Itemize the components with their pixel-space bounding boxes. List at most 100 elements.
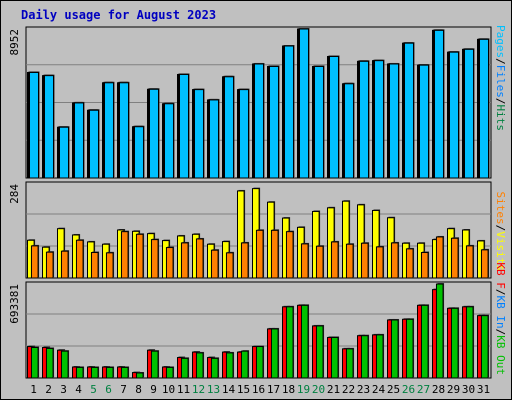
bar-kbout-day-25 (390, 319, 399, 379)
x-tick-label-day-12: 12 (192, 383, 205, 396)
legend-sep: / (494, 289, 507, 296)
bar-kbout-day-6 (105, 366, 114, 379)
x-tick-label-day-23: 23 (357, 383, 370, 396)
x-tick-label-day-21: 21 (327, 383, 340, 396)
bar-sites-day-11 (180, 242, 189, 279)
legend-sep: / (494, 58, 507, 65)
x-tick-label-day-9: 9 (150, 383, 157, 396)
bar-sites-day-10 (165, 247, 174, 279)
bar-sites-day-17 (270, 229, 279, 279)
x-tick-label-day-6: 6 (105, 383, 112, 396)
bar-pages-day-19 (299, 28, 309, 179)
x-tick-label-day-24: 24 (372, 383, 386, 396)
bar-sites-day-18 (285, 231, 294, 279)
x-tick-label-day-22: 22 (342, 383, 355, 396)
bar-sites-day-31 (480, 249, 489, 279)
bar-pages-day-30 (464, 48, 474, 179)
bar-kbout-day-1 (30, 346, 39, 379)
bar-kbout-day-17 (270, 328, 279, 379)
bar-visits-day-15 (237, 190, 245, 279)
x-tick-label-day-15: 15 (237, 383, 250, 396)
legend-hits: Hits (494, 105, 507, 132)
x-tick-label-day-19: 19 (297, 383, 310, 396)
x-tick-label-day-28: 28 (432, 383, 445, 396)
bar-pages-day-24 (374, 60, 384, 179)
bar-kbout-day-13 (210, 357, 219, 379)
legend-kbout: KB Out (494, 335, 507, 375)
x-tick-label-day-11: 11 (177, 383, 190, 396)
bar-sites-day-15 (240, 242, 249, 279)
bar-pages-day-23 (359, 60, 369, 179)
bar-sites-day-14 (225, 252, 234, 279)
bar-sites-day-7 (120, 231, 129, 279)
legend-kbytes-panel: KB F/KB In/KB Out (494, 262, 507, 375)
bar-sites-day-4 (75, 239, 84, 279)
bar-pages-day-2 (44, 75, 54, 179)
bar-sites-day-28 (435, 236, 444, 279)
bar-pages-day-12 (194, 89, 204, 179)
bar-kbout-day-12 (195, 352, 204, 379)
bar-sites-day-2 (45, 251, 54, 279)
bar-pages-day-11 (179, 73, 189, 179)
y-max-label-visits-panel: 284 (8, 184, 21, 204)
x-tick-label-day-29: 29 (447, 383, 460, 396)
bar-kbout-day-14 (225, 352, 234, 379)
x-tick-label-day-4: 4 (75, 383, 82, 396)
legend-files: Files (494, 65, 507, 98)
bar-sites-day-16 (255, 229, 264, 279)
legend-sep: / (494, 225, 507, 232)
legend-visits: Visits (494, 231, 507, 271)
bar-sites-day-13 (210, 249, 219, 279)
bar-kbout-day-19 (300, 304, 309, 379)
bar-pages-day-28 (434, 29, 444, 179)
bar-kbout-day-21 (330, 336, 339, 379)
bar-pages-day-22 (344, 83, 354, 179)
bar-sites-day-29 (450, 237, 459, 279)
bar-sites-day-21 (330, 241, 339, 279)
bar-sites-day-30 (465, 245, 474, 279)
bar-pages-day-31 (479, 38, 489, 179)
bar-pages-day-7 (119, 82, 129, 179)
bar-pages-day-9 (149, 88, 159, 179)
bar-pages-day-29 (449, 51, 459, 179)
bar-kbout-day-27 (420, 304, 429, 379)
bar-sites-day-25 (390, 242, 399, 279)
bar-kbout-day-11 (180, 357, 189, 379)
bar-visits-day-20 (312, 210, 320, 279)
bar-kbout-day-10 (165, 366, 174, 379)
legend-sep: / (494, 329, 507, 336)
bar-pages-day-18 (284, 45, 294, 179)
bar-pages-day-6 (104, 82, 114, 179)
legend-pages: Pages (494, 25, 507, 58)
bar-pages-day-13 (209, 99, 219, 179)
bar-kbout-day-2 (45, 347, 54, 379)
legend-kbin: KB In (494, 296, 507, 329)
x-tick-label-day-8: 8 (135, 383, 142, 396)
bar-pages-day-4 (74, 102, 84, 179)
x-tick-label-day-18: 18 (282, 383, 295, 396)
bar-kbout-day-16 (255, 346, 264, 379)
x-tick-label-day-3: 3 (60, 383, 67, 396)
x-tick-label-day-31: 31 (477, 383, 490, 396)
bar-pages-day-16 (254, 63, 264, 179)
bar-kbout-day-26 (405, 318, 414, 379)
y-max-label-hits-panel: 8952 (8, 29, 21, 56)
bar-sites-day-12 (195, 238, 204, 279)
bar-pages-day-17 (269, 65, 279, 179)
x-tick-label-day-10: 10 (162, 383, 175, 396)
bar-pages-day-25 (389, 63, 399, 179)
x-tick-label-day-1: 1 (30, 383, 37, 396)
bar-visits-day-22 (342, 200, 350, 279)
legend-sites: Sites (494, 192, 507, 225)
bar-kbout-day-18 (285, 306, 294, 379)
bar-kbout-day-22 (345, 348, 354, 379)
bar-pages-day-8 (134, 126, 144, 179)
x-tick-label-day-14: 14 (222, 383, 236, 396)
bar-sites-day-27 (420, 252, 429, 279)
bar-kbout-day-7 (120, 366, 129, 379)
bar-kbout-day-24 (375, 334, 384, 379)
x-tick-label-day-7: 7 (120, 383, 127, 396)
bar-sites-day-9 (150, 239, 159, 279)
